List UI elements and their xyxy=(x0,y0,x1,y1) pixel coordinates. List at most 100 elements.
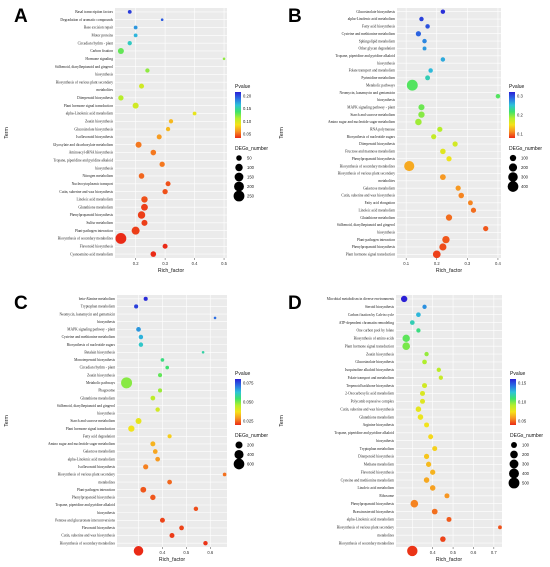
term-label: biosynthesis xyxy=(377,61,395,65)
data-point xyxy=(423,477,430,483)
term-label: Plant hormone signal transduction xyxy=(346,253,395,257)
data-point xyxy=(143,464,149,470)
data-point xyxy=(410,499,419,508)
x-tick-label: 0.3 xyxy=(464,261,470,266)
term-label: Cutin, suberine and wax biosynthesis xyxy=(61,534,115,539)
term-label: Neomycin, kanamycin and gentamicin xyxy=(60,312,116,317)
data-point xyxy=(440,9,446,14)
term-label: biosynthesis xyxy=(377,98,395,102)
term-label: alpha-Linolenic acid metabolism xyxy=(68,457,116,461)
data-point xyxy=(418,111,425,118)
term-label: Phenylpropanoid biosynthesis xyxy=(352,157,396,161)
size-legend-dot xyxy=(508,163,518,172)
data-point xyxy=(150,441,156,447)
data-point xyxy=(150,395,156,401)
data-point xyxy=(406,79,418,91)
term-label: Cutin, suberine and wax biosynthesis xyxy=(340,407,394,412)
term-label: Pyrimidine metabolism xyxy=(361,76,395,80)
term-label: Zeatin biosynthesis xyxy=(87,373,115,377)
data-point xyxy=(422,383,428,389)
term-label: Stilbenoid, diarylheptanoid and gingerol xyxy=(57,404,115,409)
data-point xyxy=(213,316,217,320)
data-point xyxy=(159,517,165,523)
term-label: Diterpenoid biosynthesis xyxy=(77,96,113,100)
size-legend-dot xyxy=(509,459,519,469)
term-label: Galactose metabolism xyxy=(363,186,395,190)
pvalue-legend-label: 0.15 xyxy=(243,106,252,111)
term-label: Diterpenoid biosynthesis xyxy=(358,455,394,459)
data-point xyxy=(127,10,132,14)
data-point xyxy=(150,494,156,501)
term-label: Sphingolipid metabolism xyxy=(359,39,395,43)
data-point xyxy=(415,406,422,412)
data-point xyxy=(425,75,431,81)
pvalue-legend-label: 0.10 xyxy=(518,400,527,405)
pvalue-legend-label: 0.2 xyxy=(517,113,523,118)
term-label: Amino sugar and nucleotide sugar metabol… xyxy=(48,442,115,446)
term-label: Linoleic acid metabolism xyxy=(358,208,395,212)
data-point xyxy=(155,407,160,412)
size-legend-title: DEGs_number xyxy=(510,433,543,439)
term-label: metabolites xyxy=(377,533,394,537)
term-label: biosynthesis xyxy=(97,412,115,416)
term-label: Biosynthesis of various plant secondary xyxy=(56,80,113,84)
term-label: Cysteine and methionine metabolism xyxy=(62,335,116,339)
term-label: Phenylpropanoid biosynthesis xyxy=(70,213,114,217)
term-label: Nucleocytoplasmic transport xyxy=(72,182,113,186)
x-axis-title: Rich_factor xyxy=(158,268,185,274)
term-label: metabolites xyxy=(96,88,113,92)
data-point xyxy=(193,506,199,512)
data-point xyxy=(115,233,127,244)
y-axis-title: Term xyxy=(279,127,285,139)
pvalue-colorbar xyxy=(235,92,241,138)
term-label: Metabolic pathways xyxy=(86,381,116,385)
term-label: Plant-pathogen interaction xyxy=(75,229,113,233)
y-axis-title: Term xyxy=(4,415,10,427)
size-legend-dot xyxy=(508,477,520,489)
term-label: Arginine biosynthesis xyxy=(363,423,395,427)
term-label: Stilbenoid, diarylheptanoid and gingerol xyxy=(337,223,395,228)
term-label: Terpenoid backbone biosynthesis xyxy=(346,384,394,388)
data-point xyxy=(203,540,208,546)
data-point xyxy=(118,95,124,101)
data-point xyxy=(222,57,226,61)
size-legend-dot xyxy=(511,442,517,448)
size-legend-title: DEGs_number xyxy=(235,146,268,152)
term-label: Flavonoid biosynthesis xyxy=(82,526,116,530)
data-point xyxy=(160,358,165,362)
data-point xyxy=(157,373,163,378)
term-label: Amino sugar and nucleotide sugar metabol… xyxy=(328,120,395,124)
term-label: alpha-Linolenic acid metabolism xyxy=(348,17,396,21)
term-label: Fatty acid elongation xyxy=(365,201,396,205)
data-point xyxy=(415,31,422,37)
size-legend-dot xyxy=(234,172,244,182)
pvalue-legend-label: 0.05 xyxy=(243,132,252,137)
data-point xyxy=(135,141,142,148)
data-point xyxy=(133,33,138,38)
data-point xyxy=(138,342,144,347)
term-label: Phenylpropanoid biosynthesis xyxy=(351,502,395,506)
pvalue-colorbar xyxy=(510,379,516,425)
term-label: Biosynthesis of secondary metabolites xyxy=(60,541,116,545)
term-label: Neomycin, kanamycin and gentamicin xyxy=(340,91,396,96)
data-point xyxy=(179,525,184,531)
data-point xyxy=(133,25,138,30)
term-label: Isoflavonoid biosynthesis xyxy=(76,135,113,139)
term-label: Folate transport and metabolism xyxy=(348,376,395,380)
panel-a: A 0.2 0.3 0.4 0.5 Basal transcription factors… xyxy=(4,6,268,274)
pvalue-legend-label: 0.025 xyxy=(243,419,254,424)
size-legend-dot xyxy=(510,450,518,459)
term-label: One carbon pool by folate xyxy=(356,329,394,333)
data-point xyxy=(416,312,421,318)
size-legend-label: 400 xyxy=(522,471,530,476)
data-point xyxy=(428,68,433,73)
pvalue-legend-label: 0.15 xyxy=(518,381,527,386)
data-point xyxy=(432,250,441,259)
term-label: Metabolic pathways xyxy=(366,83,396,87)
size-legend-label: 300 xyxy=(522,462,530,467)
term-label: Betalain biosynthesis xyxy=(84,350,115,354)
size-legend-dot xyxy=(235,163,243,172)
size-legend-dot xyxy=(508,172,518,182)
